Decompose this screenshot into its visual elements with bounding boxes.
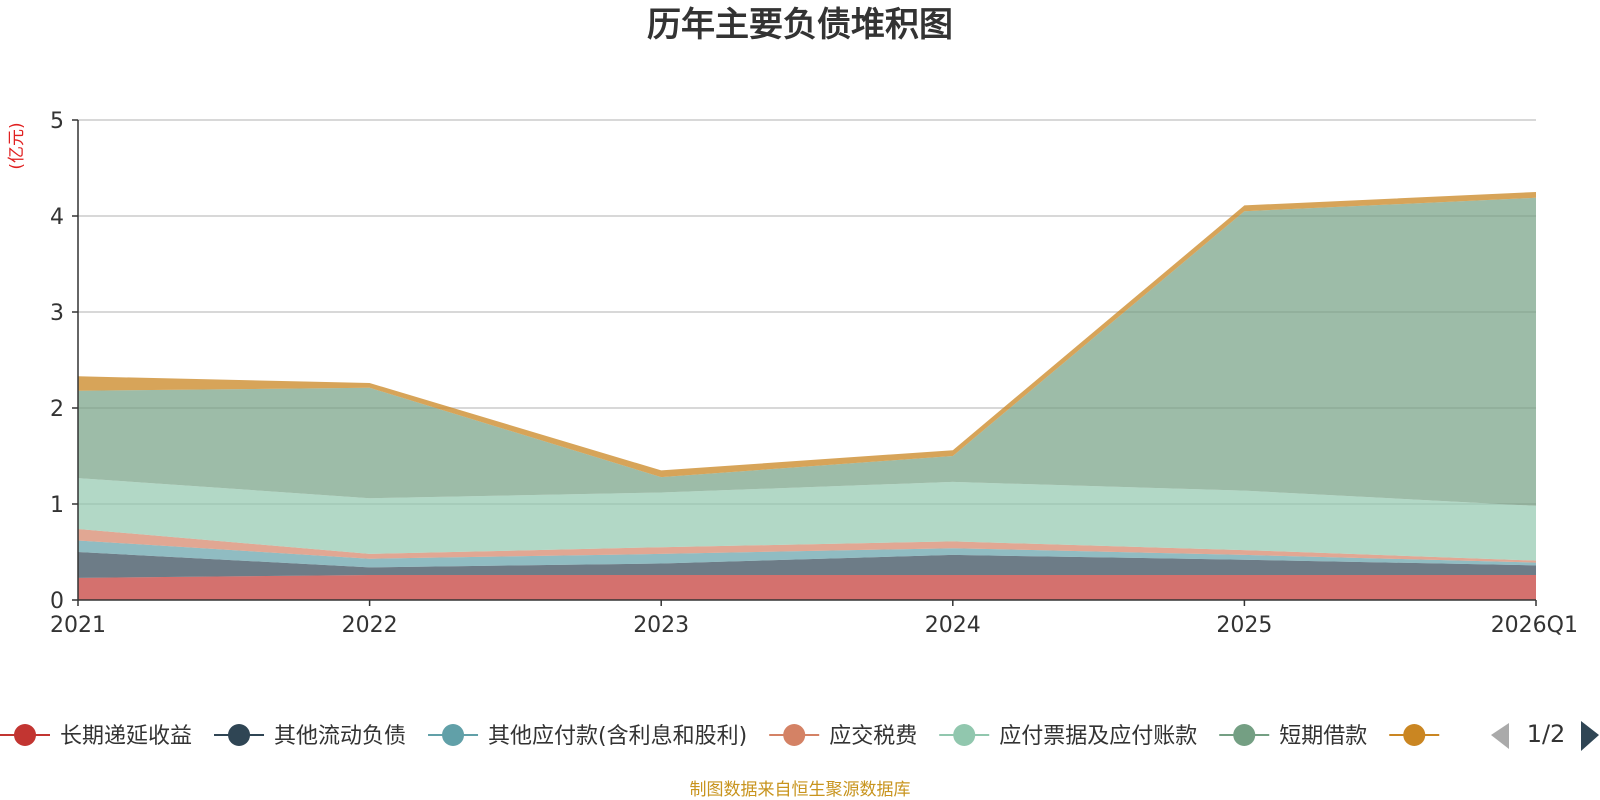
- legend-item-6[interactable]: [1389, 724, 1440, 746]
- x-tick-label: 2026Q1: [1491, 613, 1578, 638]
- legend-label: 短期借款: [1279, 724, 1367, 749]
- y-tick-label: 3: [50, 301, 64, 326]
- series-area-1: [78, 552, 1536, 578]
- legend-item-2[interactable]: 其他应付款(含利息和股利): [428, 724, 747, 749]
- legend-marker-icon: [14, 724, 36, 746]
- x-tick-label: 2025: [1216, 613, 1272, 638]
- legend-label: 应付票据及应付账款: [999, 724, 1197, 749]
- series-area-3: [78, 529, 1536, 563]
- legend-page-indicator: 1/2: [1527, 720, 1566, 748]
- legend-marker-icon: [953, 724, 976, 746]
- legend-marker-icon: [228, 724, 251, 746]
- y-tick-label: 0: [50, 589, 64, 614]
- y-tick-label: 2: [50, 397, 64, 422]
- series-area-4: [78, 478, 1536, 561]
- axes: 0 1 2 3 4 5 2021 2022 2023 2024 2025 2026Q1: [50, 109, 1578, 638]
- series-area-5: [78, 197, 1536, 506]
- legend-label: 其他应付款(含利息和股利): [488, 724, 747, 749]
- series-area-2: [78, 540, 1536, 568]
- legend-marker-icon: [442, 724, 465, 746]
- legend-item-4[interactable]: 应付票据及应付账款: [939, 724, 1197, 749]
- series-areas: [78, 192, 1536, 600]
- chart-title: 历年主要负债堆积图: [647, 5, 953, 45]
- y-tick-label: 4: [50, 205, 64, 230]
- legend-label: 长期递延收益: [60, 724, 192, 749]
- legend-prev-arrow-icon[interactable]: [1491, 723, 1509, 749]
- legend-marker-icon: [783, 724, 806, 746]
- series-area-6: [78, 192, 1536, 478]
- y-axis-unit: (亿元): [7, 122, 27, 169]
- y-tick-label: 5: [50, 109, 64, 134]
- legend-marker-icon: [1233, 724, 1256, 746]
- legend-item-0[interactable]: 长期递延收益: [0, 724, 192, 749]
- legend-item-1[interactable]: 其他流动负债: [214, 724, 406, 749]
- legend-label: 应交税费: [829, 724, 917, 749]
- legend-pager: 1/2: [1491, 720, 1599, 751]
- legend-label: 其他流动负债: [274, 724, 406, 749]
- legend-marker-icon: [1403, 724, 1426, 746]
- x-tick-label: 2024: [925, 613, 981, 638]
- legend-item-5[interactable]: 短期借款: [1219, 724, 1367, 749]
- legend: 长期递延收益 其他流动负债 其他应付款(含利息和股利) 应交税费 应付票据及应付账款 短期…: [0, 724, 1440, 749]
- series-area-0: [78, 575, 1536, 600]
- data-source-note: 制图数据来自恒生聚源数据库: [690, 780, 911, 800]
- y-tick-label: 1: [50, 493, 64, 518]
- x-tick-label: 2023: [633, 613, 689, 638]
- legend-next-arrow-icon[interactable]: [1581, 721, 1599, 751]
- x-tick-label: 2021: [50, 613, 106, 638]
- legend-item-3[interactable]: 应交税费: [769, 724, 917, 749]
- x-tick-label: 2022: [342, 613, 398, 638]
